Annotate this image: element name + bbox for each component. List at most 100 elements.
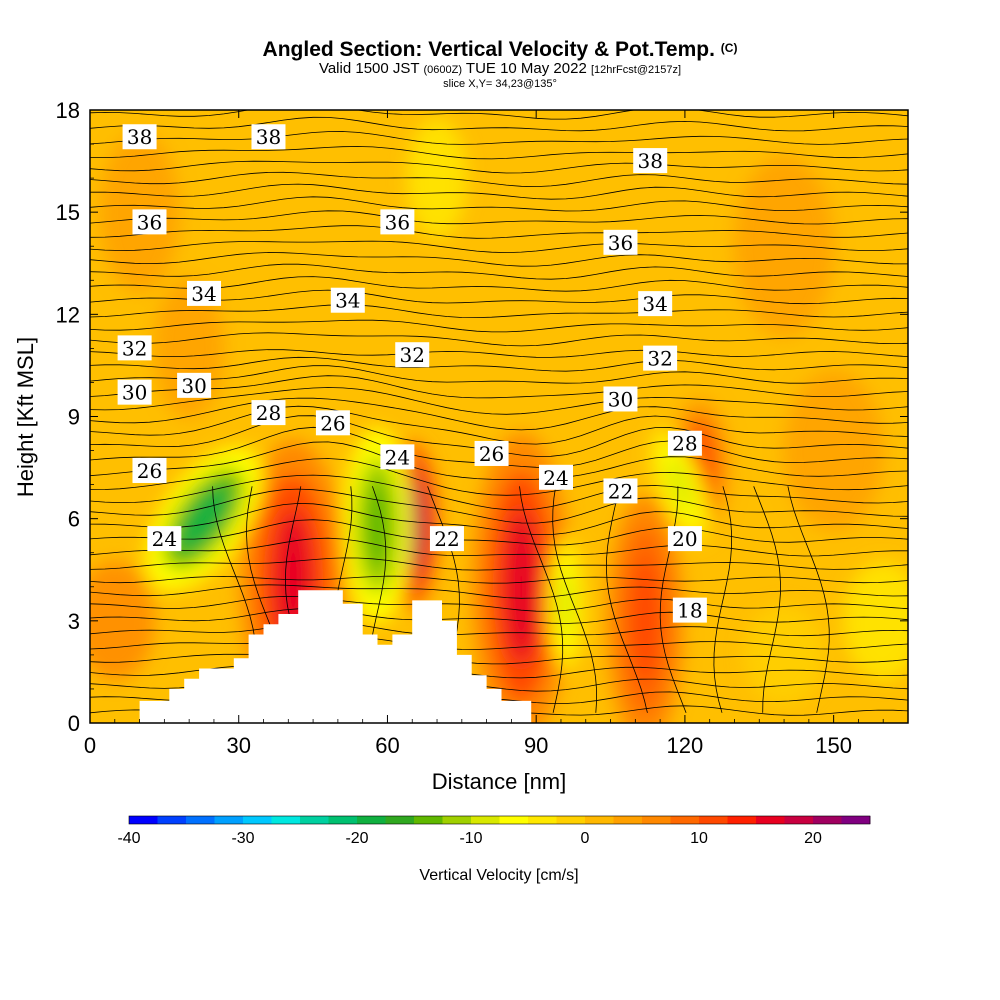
- isentrope-29: [90, 319, 908, 333]
- colorbar-swatch-16: [585, 816, 614, 824]
- isentrope-26: [90, 356, 908, 372]
- contour-label-text-10: 32: [400, 343, 425, 367]
- contour-label-bg-19: [474, 440, 509, 466]
- colorbar-swatch-11: [442, 816, 472, 824]
- downdraft-core-0: [178, 485, 230, 552]
- isentrope-44: [90, 116, 908, 132]
- contour-label-bg-14: [603, 386, 638, 412]
- contour-label-text-2: 38: [637, 149, 662, 173]
- contour-label-bg-2: [633, 148, 668, 174]
- isentrope-10: [90, 575, 908, 584]
- contour-label-22: 24: [539, 464, 574, 490]
- isentrope-42: [90, 146, 908, 160]
- contour-label-bg-7: [330, 287, 365, 313]
- contour-label-text-6: 34: [191, 282, 216, 306]
- downdraft-3: [546, 536, 585, 672]
- vertical-isentrope-10: [713, 486, 732, 713]
- contour-label-14: 30: [603, 386, 638, 412]
- colorbar-swatch-18: [642, 816, 671, 824]
- isentrope-22: [90, 397, 908, 431]
- x-tick-label-1: 30: [226, 733, 250, 758]
- contour-label-17: 26: [132, 457, 167, 483]
- contour-label-bg-18: [315, 410, 350, 436]
- isentrope-18: [90, 441, 908, 481]
- contour-label-bg-16: [667, 430, 702, 456]
- colorbar-frame: [128, 815, 871, 825]
- colorbar-swatch-0: [129, 816, 158, 824]
- vertical-isentrope-8: [605, 486, 648, 713]
- contour-label-text-12: 30: [122, 381, 147, 405]
- contour-label-bg-8: [638, 291, 673, 317]
- downdraft-0: [145, 446, 263, 591]
- contour-label-8: 34: [638, 291, 673, 317]
- contour-label-bg-17: [132, 457, 167, 483]
- vertical-isentrope-9: [659, 486, 687, 713]
- colorbar-tick-label-5: 10: [690, 830, 708, 847]
- contour-label-text-25: 20: [672, 527, 697, 551]
- contour-labels: 38 38 38 36 36 36 34 34 34 32 32 32 30 30 30 28 28 26 26 26…: [117, 124, 707, 623]
- isentrope-13: [90, 519, 908, 546]
- isentrope-7: [90, 608, 908, 624]
- contour-label-text-7: 34: [335, 289, 360, 313]
- y-tick-label-4: 12: [56, 302, 80, 327]
- colorbar-swatch-21: [727, 816, 757, 824]
- x-tick-label-2: 60: [375, 733, 399, 758]
- contour-label-3: 36: [132, 209, 167, 235]
- colorbar-swatch-1: [157, 816, 187, 824]
- contour-label-21: 24: [380, 444, 415, 470]
- isentrope-11: [90, 557, 908, 571]
- contour-label-15: 28: [251, 400, 286, 426]
- colorbar-swatch-19: [670, 816, 700, 824]
- colorbar-swatch-25: [841, 816, 871, 824]
- contour-label-bg-26: [672, 597, 707, 623]
- isentrope-38: [90, 196, 908, 212]
- colorbar-tick-label-0: -40: [117, 830, 140, 847]
- isentrope-27: [90, 349, 908, 358]
- isentrope-5: [90, 636, 908, 650]
- contour-label-bg-4: [380, 209, 415, 235]
- contour-label-text-13: 30: [181, 374, 206, 398]
- colorbar-tick-label-6: 20: [804, 830, 822, 847]
- forecast-info: [12hrFcst@2157z]: [590, 64, 682, 76]
- valid-time: Valid 1500 JST: [318, 60, 420, 77]
- contour-label-text-3: 36: [137, 210, 162, 234]
- colorbar-swatch-7: [328, 816, 358, 824]
- contour-label-12: 30: [117, 379, 152, 405]
- contour-label-bg-21: [380, 444, 415, 470]
- contour-label-text-5: 36: [608, 231, 633, 255]
- isentrope-39: [90, 183, 908, 200]
- isentrope-8: [90, 595, 908, 612]
- contour-label-bg-10: [395, 342, 430, 368]
- contour-label-text-0: 38: [127, 125, 152, 149]
- field-background-5: [843, 560, 908, 681]
- contour-label-10: 32: [395, 342, 430, 368]
- field-background-7: [90, 560, 155, 681]
- contour-label-bg-23: [429, 526, 464, 552]
- contour-label-text-14: 30: [608, 387, 633, 411]
- colorbar-swatch-2: [186, 816, 215, 824]
- isentrope-30: [90, 304, 908, 319]
- contour-label-7: 34: [330, 287, 365, 313]
- isentrope-21: [90, 405, 908, 445]
- updraft-core-3: [631, 557, 660, 684]
- colorbar-swatch-15: [556, 816, 586, 824]
- isentrope-24: [90, 375, 908, 399]
- x-tick-label-5: 150: [815, 733, 852, 758]
- colorbar-swatch-3: [214, 816, 244, 824]
- contour-label-20: 24: [147, 526, 182, 552]
- vertical-isentrope-12: [787, 486, 830, 713]
- contour-label-13: 30: [177, 372, 212, 398]
- vertical-isentrope-6: [519, 486, 564, 713]
- slice-info: slice X,Y= 34,23@135°: [443, 78, 557, 90]
- contour-label-text-20: 24: [152, 527, 177, 551]
- downdraft-2: [650, 427, 710, 542]
- contour-label-11: 32: [643, 345, 678, 371]
- colorbar-tick-label-1: -30: [231, 830, 254, 847]
- contour-label-bg-24: [603, 478, 638, 504]
- isentrope-35: [90, 240, 908, 254]
- colorbar-swatch-12: [471, 816, 500, 824]
- contour-label-6: 34: [187, 280, 222, 306]
- colorbar-tick-label-2: -20: [345, 830, 368, 847]
- valid-date: TUE 10 May 2022: [465, 60, 587, 77]
